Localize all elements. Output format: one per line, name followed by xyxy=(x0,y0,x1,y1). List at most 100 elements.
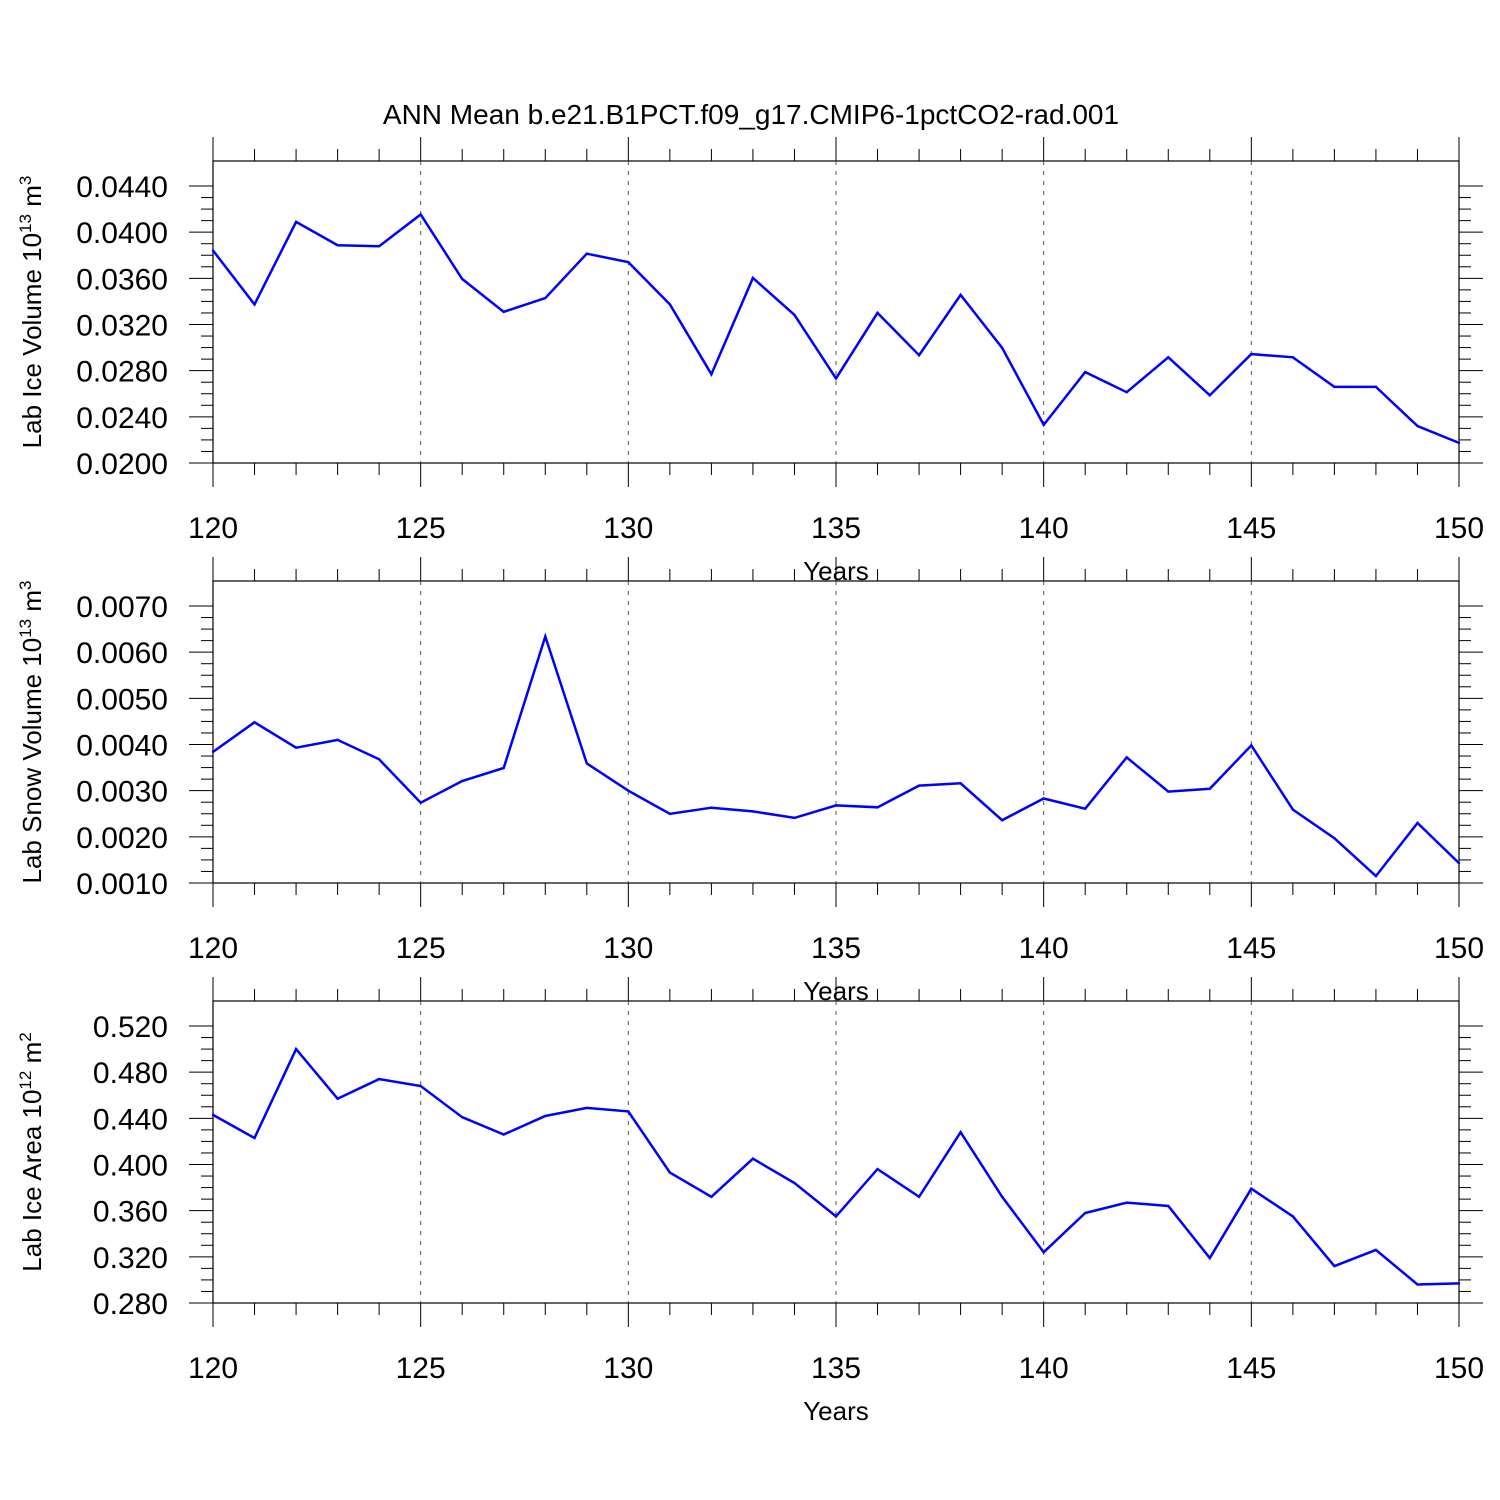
data-point xyxy=(502,310,505,314)
x-tick-label: 130 xyxy=(603,932,653,965)
x-tick-label: 145 xyxy=(1226,512,1276,545)
x-tick-label: 150 xyxy=(1434,1352,1484,1385)
data-point xyxy=(461,1115,464,1119)
chart-panels: 120 125 130 135 140 145 150 0.0200 0.0240 0.0280 0… xyxy=(16,137,1484,1426)
data-point xyxy=(1000,346,1004,349)
data-point xyxy=(1457,861,1461,865)
x-tick-label: 120 xyxy=(188,1352,238,1385)
data-point xyxy=(1374,385,1378,389)
x-tick-label: 125 xyxy=(396,932,446,965)
y-axis-label-unit: m xyxy=(17,1042,47,1071)
y-axis-label: Lab Ice Volume 1013 m3 xyxy=(16,176,47,449)
data-point xyxy=(876,806,879,809)
x-axis-label: Years xyxy=(803,1396,869,1426)
data-point xyxy=(1208,394,1212,397)
y-tick-label: 0.0240 xyxy=(76,402,168,435)
data-point xyxy=(1000,1195,1004,1199)
data-point xyxy=(1208,787,1212,791)
data-point xyxy=(294,1047,298,1051)
data-point xyxy=(668,1171,672,1174)
data-point xyxy=(1167,356,1170,359)
data-point xyxy=(502,766,505,770)
y-tick-label: 0.360 xyxy=(93,1196,168,1229)
data-point xyxy=(585,762,588,765)
data-point xyxy=(627,260,630,264)
y-axis-label-unit-exp: 3 xyxy=(16,580,35,589)
data-point xyxy=(585,1106,588,1110)
x-tick-label: 120 xyxy=(188,932,238,965)
data-point xyxy=(834,377,838,380)
y-tick-label: 0.480 xyxy=(93,1057,168,1090)
data-point xyxy=(917,1195,921,1199)
data-point xyxy=(751,810,755,813)
y-tick-label: 0.400 xyxy=(93,1150,168,1183)
data-point xyxy=(211,249,215,252)
data-point xyxy=(1000,819,1004,822)
x-tick-label: 130 xyxy=(603,1352,653,1385)
data-point xyxy=(1042,423,1045,427)
y-tick-label: 0.0200 xyxy=(76,448,168,481)
y-tick-label: 0.440 xyxy=(93,1103,168,1136)
y-axis-label-text: Lab Ice Volume 10 xyxy=(17,233,47,448)
x-tick-label: 140 xyxy=(1019,1352,1069,1385)
data-point xyxy=(751,1157,755,1160)
data-point xyxy=(1333,1264,1336,1268)
data-point xyxy=(627,789,630,792)
y-axis-label-unit: m xyxy=(17,185,47,214)
data-point xyxy=(793,313,796,317)
data-point xyxy=(1457,1282,1461,1285)
data-point xyxy=(793,1181,796,1185)
data-point xyxy=(668,303,672,306)
data-point xyxy=(1208,1256,1212,1260)
y-axis-label-text: Lab Ice Area 10 xyxy=(17,1090,47,1272)
data-point xyxy=(419,213,422,216)
data-point xyxy=(1042,1251,1045,1254)
x-tick-label: 150 xyxy=(1434,932,1484,965)
data-point xyxy=(419,801,422,804)
y-axis-label: Lab Ice Area 1012 m2 xyxy=(16,1032,47,1271)
data-point xyxy=(1167,1204,1170,1208)
data-point xyxy=(1333,837,1336,840)
data-point xyxy=(959,782,962,785)
data-point xyxy=(1416,1283,1419,1286)
x-tick-label: 125 xyxy=(396,1352,446,1385)
x-tick-label: 150 xyxy=(1434,512,1484,545)
x-tick-label: 135 xyxy=(811,1352,861,1385)
data-point xyxy=(544,635,547,638)
data-point xyxy=(377,1077,381,1081)
data-point xyxy=(1374,874,1378,878)
data-point xyxy=(294,746,298,749)
data-series-line xyxy=(212,212,1460,445)
data-point xyxy=(461,277,464,281)
y-tick-label: 0.0060 xyxy=(76,637,168,670)
data-point xyxy=(1374,1248,1378,1252)
y-tick-label: 0.0010 xyxy=(76,868,168,901)
x-tick-label: 120 xyxy=(188,512,238,545)
data-point xyxy=(793,816,796,820)
data-point xyxy=(294,220,298,224)
data-point xyxy=(544,296,547,300)
data-point xyxy=(1416,821,1419,825)
y-tick-label: 0.0280 xyxy=(76,356,168,389)
data-point xyxy=(1250,352,1253,356)
data-point xyxy=(710,372,713,376)
data-point xyxy=(211,1113,215,1117)
y-axis-label-unit: m xyxy=(17,590,47,619)
data-point xyxy=(461,779,464,783)
data-point xyxy=(1457,441,1461,445)
y-tick-label: 0.0050 xyxy=(76,683,168,716)
data-point xyxy=(1125,1201,1128,1204)
y-tick-label: 0.0020 xyxy=(76,822,168,855)
x-tick-label: 135 xyxy=(811,512,861,545)
x-tick-label: 145 xyxy=(1226,932,1276,965)
data-point xyxy=(585,252,588,255)
data-point xyxy=(1416,424,1419,428)
data-point xyxy=(1084,807,1087,810)
y-tick-label: 0.320 xyxy=(93,1242,168,1275)
data-point xyxy=(751,276,755,280)
y-tick-label: 0.0040 xyxy=(76,730,168,763)
data-point xyxy=(211,750,215,754)
data-point xyxy=(1291,356,1295,359)
data-point xyxy=(253,1136,256,1140)
